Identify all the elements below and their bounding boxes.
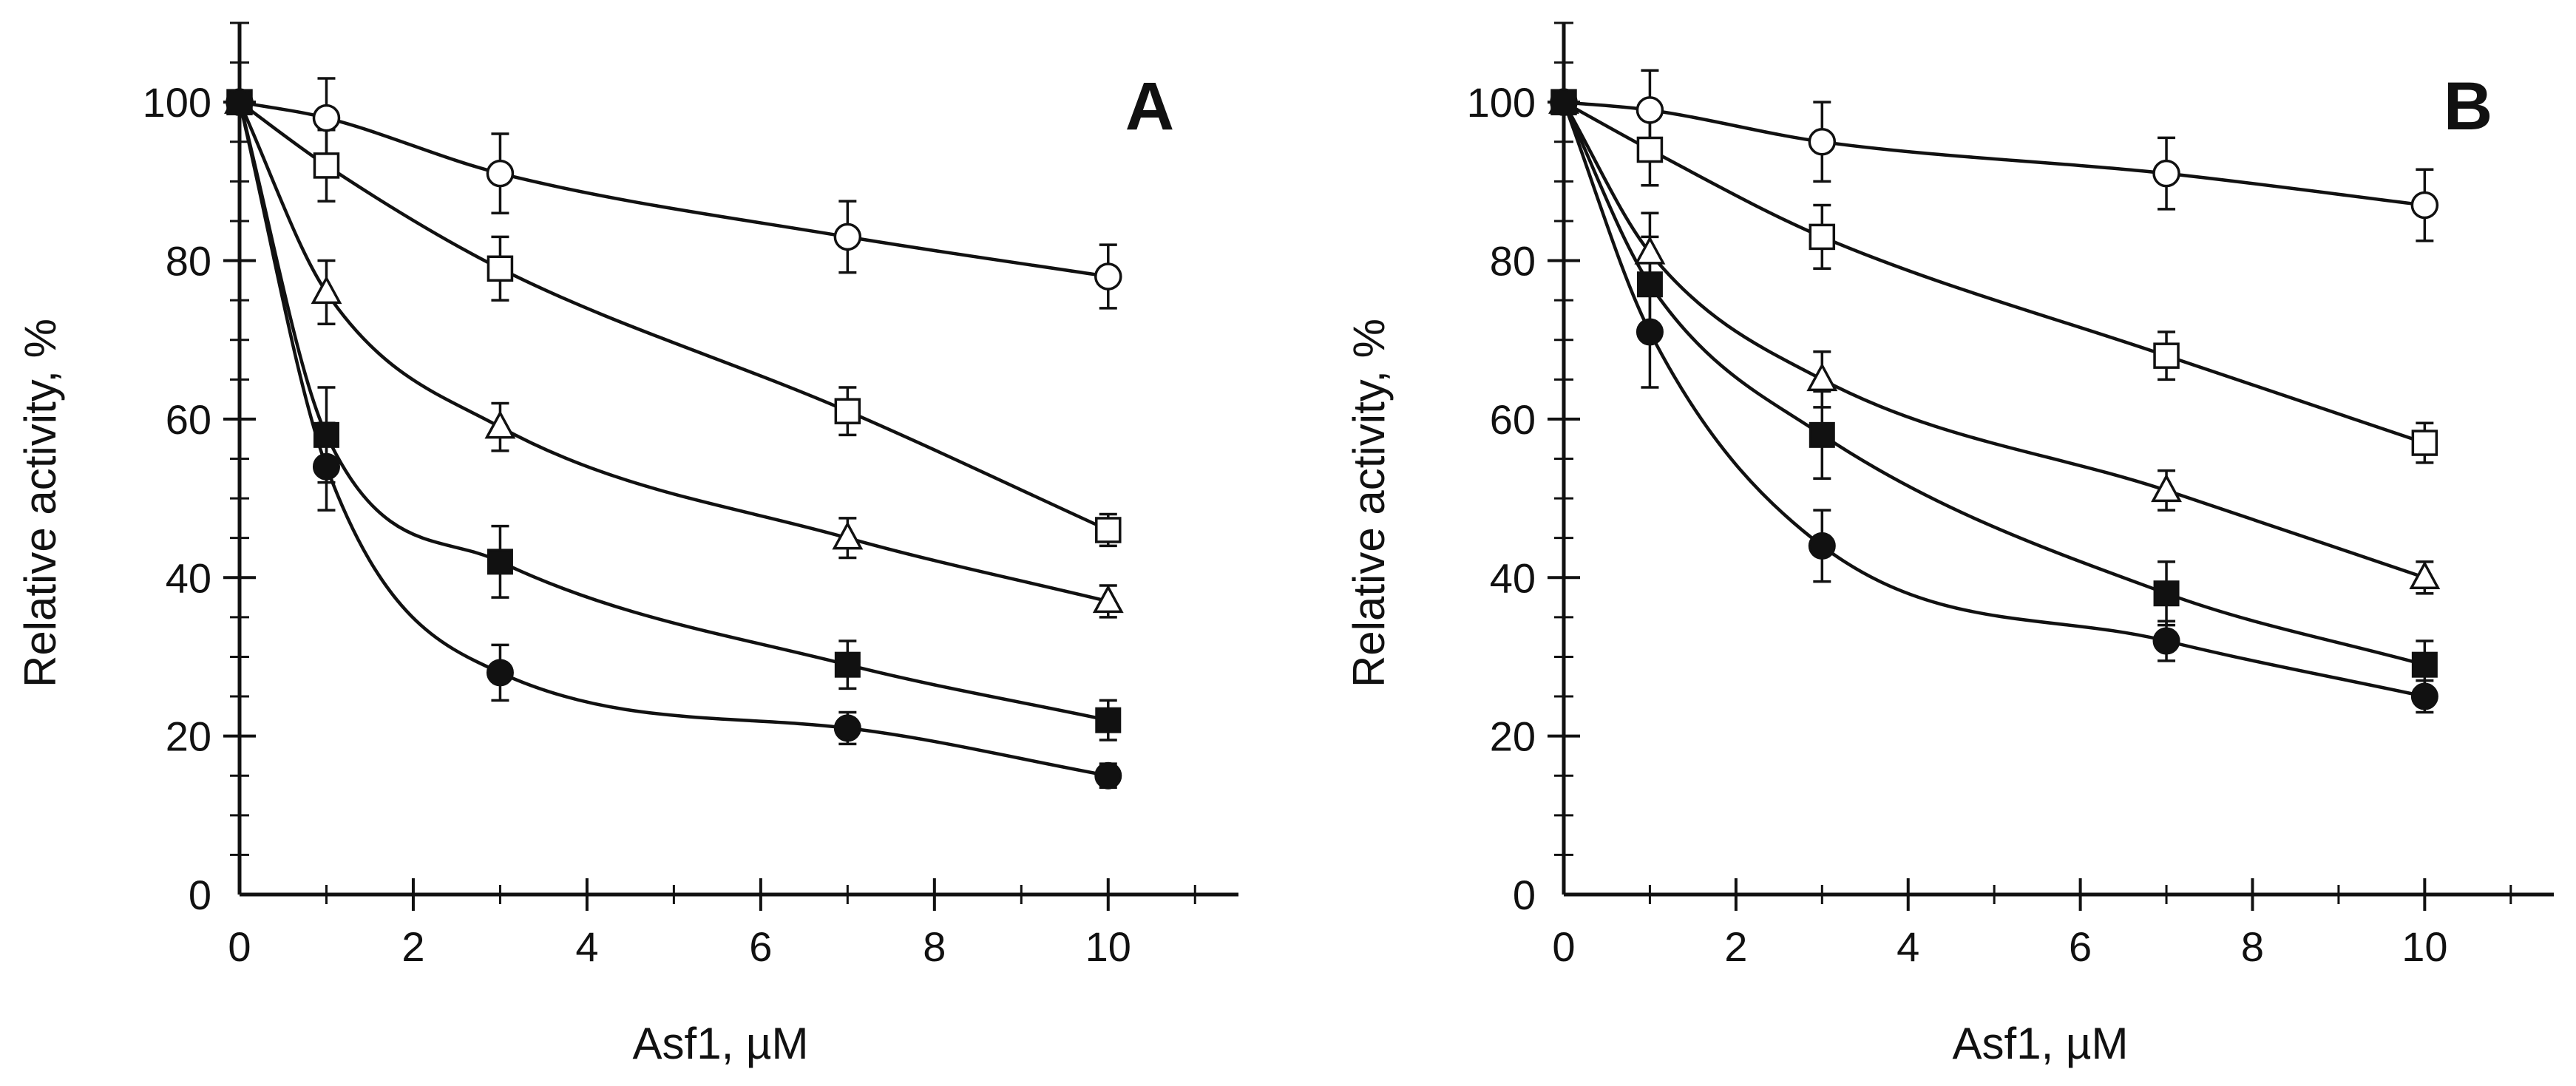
y-tick-label-b: 40 <box>1490 554 1536 601</box>
x-tick-label-b: 2 <box>1724 923 1747 970</box>
y-tick-label-a: 60 <box>166 396 211 443</box>
data-point-open-triangle <box>484 410 516 439</box>
y-axis-title-b: Relative activity, % <box>1344 319 1394 688</box>
data-point-filled-circle <box>1636 318 1664 346</box>
data-point-open-square <box>2411 430 2438 456</box>
x-tick-label-b: 8 <box>2241 923 2264 970</box>
data-point-filled-square <box>313 421 339 448</box>
panel-label-a: A <box>1125 69 1174 144</box>
y-tick-label-b: 60 <box>1490 396 1536 443</box>
data-point-open-square <box>487 255 514 282</box>
y-tick-label-a: 20 <box>166 713 211 760</box>
y-tick-label-b: 80 <box>1490 238 1536 285</box>
x-tick-label-b: 10 <box>2402 923 2447 970</box>
data-point-open-triangle <box>832 521 864 550</box>
series-line-open-circle-a <box>239 100 1109 279</box>
data-point-open-circle <box>833 223 862 251</box>
data-point-open-square <box>2153 342 2180 369</box>
series-line-open-triangle-b <box>1562 101 2426 580</box>
x-axis-title-b: Asf1, µM <box>1953 1019 2129 1068</box>
panel-b: 0 20 40 60 80 100 0 2 4 6 8 10 Asf1, µM Relative acti… <box>1344 21 2554 1068</box>
data-point-open-circle <box>1636 96 1664 124</box>
series-line-open-circle-b <box>1563 100 2425 207</box>
data-point-filled-circle <box>2152 627 2180 655</box>
data-point-filled-circle <box>226 88 254 116</box>
data-point-filled-circle <box>312 452 340 481</box>
x-tick-label-a: 4 <box>575 923 598 970</box>
x-tick-label-a: 0 <box>228 923 251 970</box>
data-point-open-circle <box>1094 262 1122 291</box>
series-line-open-square-a <box>238 101 1109 532</box>
data-point-open-circle <box>2410 191 2439 220</box>
data-point-open-circle <box>312 103 341 132</box>
x-tick-label-b: 4 <box>1897 923 1919 970</box>
data-point-filled-circle <box>1550 88 1578 116</box>
data-point-filled-circle <box>1094 761 1122 790</box>
data-point-open-triangle <box>1634 236 1666 265</box>
series-line-open-square-b <box>1562 101 2426 445</box>
series-line-filled-square-b <box>1562 101 2425 667</box>
y-tick-label-a: 80 <box>166 238 211 285</box>
x-tick-label-a: 10 <box>1085 923 1131 970</box>
x-axis-title-a: Asf1, µM <box>633 1019 809 1068</box>
data-point-open-square <box>1095 517 1122 543</box>
x-tick-label-b: 0 <box>1552 923 1575 970</box>
series-line-filled-circle-a <box>237 101 1109 778</box>
data-point-open-circle <box>486 159 515 188</box>
y-tick-label-b: 0 <box>1513 872 1536 918</box>
data-point-open-circle <box>1808 128 1837 156</box>
panel-a: 0 20 40 60 80 100 0 2 4 6 8 10 Asf1, µM Relative acti… <box>16 21 1238 1068</box>
x-tick-label-a: 2 <box>401 923 424 970</box>
y-tick-label-a: 0 <box>189 872 211 918</box>
data-point-open-square <box>834 398 861 424</box>
data-point-open-triangle <box>1092 584 1124 614</box>
data-point-open-square <box>313 152 340 179</box>
data-point-filled-square <box>487 549 513 575</box>
data-point-open-square <box>1636 136 1664 163</box>
y-tick-label-b: 100 <box>1467 79 1536 126</box>
y-axis-title-a: Relative activity, % <box>16 319 65 688</box>
data-point-open-triangle <box>1806 362 1838 392</box>
data-point-open-circle <box>2152 159 2180 188</box>
data-point-filled-circle <box>1808 532 1836 560</box>
data-point-filled-square <box>1095 707 1122 733</box>
y-tick-label-a: 100 <box>143 79 211 126</box>
data-point-open-triangle <box>2151 473 2182 503</box>
data-point-filled-square <box>1636 271 1663 298</box>
data-point-open-square <box>1809 223 1836 251</box>
y-tick-label-b: 20 <box>1490 713 1536 760</box>
data-point-filled-circle <box>833 714 861 742</box>
data-point-filled-circle <box>2410 682 2438 710</box>
data-point-filled-square <box>2153 580 2180 607</box>
data-point-open-triangle <box>2409 560 2441 590</box>
data-point-filled-square <box>834 651 861 678</box>
x-tick-label-a: 8 <box>923 923 946 970</box>
y-tick-label-a: 40 <box>166 554 211 601</box>
series-line-open-triangle-a <box>237 101 1109 603</box>
data-point-filled-square <box>2411 651 2438 678</box>
x-tick-label-a: 6 <box>749 923 772 970</box>
data-point-filled-square <box>1809 421 1835 448</box>
data-point-open-triangle <box>311 275 342 305</box>
x-tick-label-b: 6 <box>2069 923 2092 970</box>
panel-label-b: B <box>2444 69 2492 144</box>
data-point-filled-circle <box>486 659 514 687</box>
